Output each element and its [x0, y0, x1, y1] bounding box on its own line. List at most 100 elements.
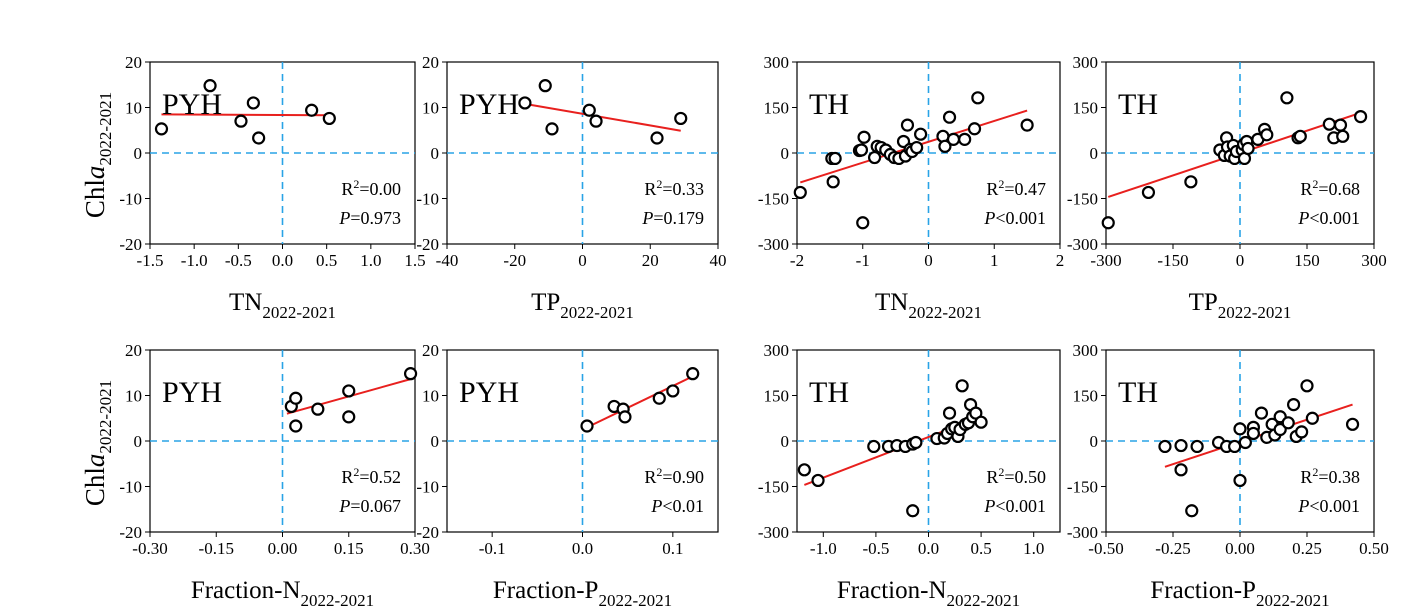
- y-tick-label: 150: [764, 387, 790, 406]
- y-tick-label: 20: [422, 341, 439, 360]
- data-point: [582, 103, 596, 117]
- x-tick-label: -0.5: [862, 539, 889, 558]
- data-point: [1254, 406, 1269, 420]
- regression-line: [524, 102, 681, 132]
- y-tick-label: 300: [764, 53, 790, 72]
- x-tick-label: 20: [642, 251, 659, 270]
- data-point: [311, 402, 325, 416]
- y-tick-label: 0: [431, 432, 440, 451]
- y-axis-label-bottom: Chla2022-2021: [80, 380, 115, 506]
- data-point: [1286, 398, 1301, 412]
- y-tick-label: -150: [758, 190, 789, 209]
- x-tick-label: 0.15: [334, 539, 364, 558]
- p-value-label: P<0.001: [1297, 496, 1360, 516]
- data-point: [1233, 422, 1247, 436]
- data-point: [946, 132, 961, 146]
- data-point: [1353, 109, 1368, 124]
- y-tick-label: 10: [125, 387, 142, 406]
- data-point: [1333, 118, 1348, 132]
- x-tick-label: 1.5: [404, 251, 425, 270]
- data-point: [1260, 128, 1274, 142]
- x-tick-label: -1: [856, 251, 870, 270]
- y-tick-label: -10: [119, 478, 142, 497]
- x-tick-label: -40: [436, 251, 459, 270]
- data-point: [938, 139, 952, 153]
- y-tick-label: -10: [119, 190, 142, 209]
- x-axis-label: TP2022-2021: [1189, 289, 1292, 322]
- y-tick-label: -150: [1067, 478, 1098, 497]
- data-point: [322, 111, 336, 126]
- regression-line: [161, 113, 330, 117]
- panel-label: PYH: [459, 376, 519, 409]
- y-tick-label: 20: [422, 53, 439, 72]
- y-tick-label: -10: [416, 190, 439, 209]
- x-tick-label: -150: [1157, 251, 1188, 270]
- r-squared-label: R2=0.52: [341, 465, 401, 487]
- data-point: [545, 122, 559, 136]
- data-point: [854, 143, 869, 157]
- x-axis-label: TN2022-2021: [229, 289, 336, 322]
- data-point: [867, 150, 882, 165]
- data-point: [1280, 91, 1294, 105]
- r-squared-label: R2=0.50: [986, 465, 1046, 487]
- y-tick-label: 150: [1073, 99, 1099, 118]
- panel-label: PYH: [162, 376, 222, 409]
- data-point: [289, 391, 303, 405]
- data-point: [1293, 129, 1307, 143]
- data-point: [666, 384, 680, 398]
- data-point: [906, 504, 920, 518]
- data-point: [289, 419, 303, 433]
- regression-line: [586, 375, 694, 429]
- data-point: [900, 118, 915, 132]
- data-point: [1141, 185, 1156, 200]
- data-point: [867, 439, 881, 454]
- x-axis-label: Fraction-N2022-2021: [191, 577, 374, 610]
- data-point: [538, 79, 552, 93]
- y-tick-label: -150: [1067, 190, 1098, 209]
- panel-8: 300 150 0 -150 -300-0.50 -0.25 0.00 0.25 0.50 TH R…: [1067, 341, 1389, 610]
- y-tick-label: 300: [1073, 53, 1099, 72]
- x-tick-label: -0.25: [1155, 539, 1190, 558]
- data-point: [1246, 426, 1261, 441]
- panel-label: TH: [809, 88, 849, 121]
- data-point: [1158, 439, 1172, 454]
- data-point: [857, 130, 871, 144]
- data-point: [1185, 504, 1199, 518]
- data-point: [811, 473, 825, 488]
- data-point: [1190, 439, 1204, 454]
- data-point: [971, 91, 985, 105]
- y-tick-label: -20: [119, 235, 142, 254]
- panel-label: PYH: [162, 88, 222, 121]
- y-tick-label: 0: [781, 144, 790, 163]
- x-tick-label: 0.25: [1292, 539, 1322, 558]
- p-value-label: P<0.001: [1297, 208, 1360, 228]
- x-tick-label: 0.1: [662, 539, 683, 558]
- x-tick-label: -2: [790, 251, 804, 270]
- x-axis-label: Fraction-P2022-2021: [493, 577, 672, 610]
- data-point: [826, 175, 840, 189]
- data-point: [1322, 117, 1336, 131]
- panel-label: TH: [1118, 376, 1158, 409]
- data-point: [674, 111, 688, 126]
- data-point: [958, 132, 972, 146]
- x-tick-label: 1.0: [360, 251, 381, 270]
- data-point: [1020, 118, 1034, 132]
- y-tick-label: 20: [125, 341, 142, 360]
- data-point: [1174, 438, 1188, 453]
- data-point: [1228, 439, 1242, 454]
- data-point: [955, 379, 969, 393]
- y-tick-label: 150: [1073, 387, 1099, 406]
- data-point: [403, 367, 418, 381]
- data-point: [305, 103, 319, 117]
- data-point: [1300, 379, 1314, 393]
- p-value-label: P<0.01: [650, 496, 704, 516]
- x-tick-label: 0.50: [1359, 539, 1389, 558]
- data-point: [650, 131, 664, 145]
- x-axis-label: TN2022-2021: [875, 289, 982, 322]
- data-point: [828, 151, 842, 166]
- panel-5: 20 10 0 -10 -20-0.30 -0.15 0.00 0.15 0.30 PYH R2=0…: [119, 341, 430, 610]
- data-point: [856, 216, 870, 230]
- y-tick-label: -20: [416, 523, 439, 542]
- x-tick-label: 0.00: [268, 539, 298, 558]
- y-tick-label: 300: [1073, 341, 1099, 360]
